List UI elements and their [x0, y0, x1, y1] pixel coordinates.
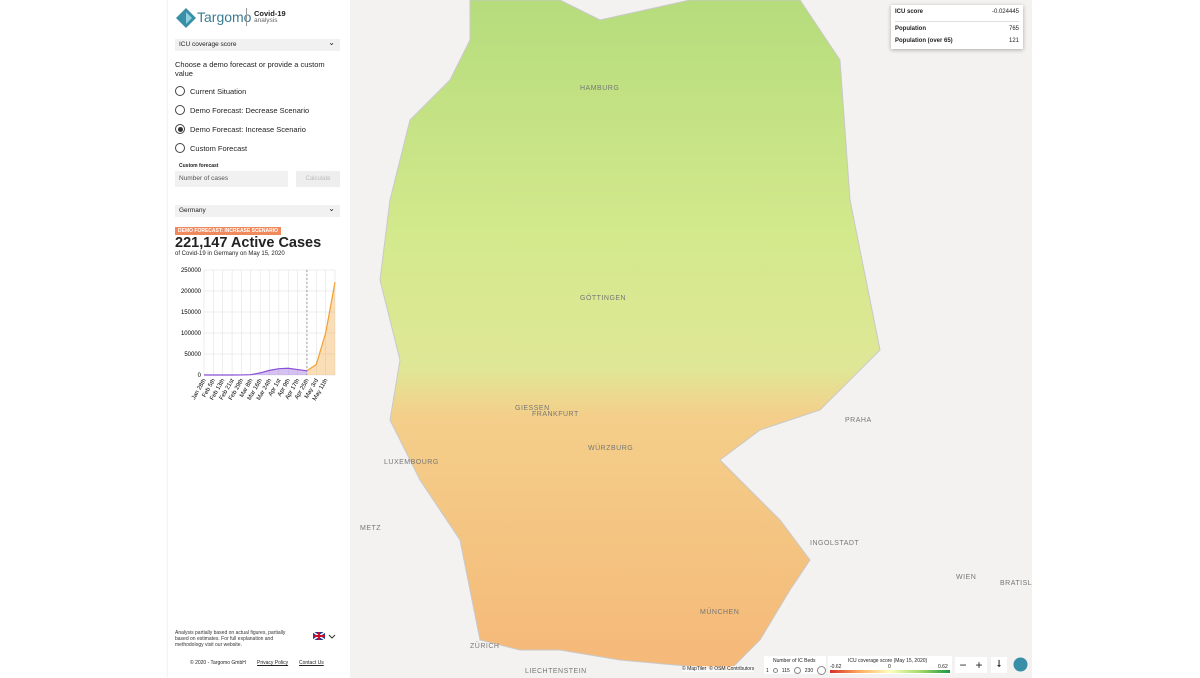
option-label: Demo Forecast: Increase Scenario: [190, 124, 306, 134]
logo-icon: [176, 8, 196, 28]
series-line: [306, 282, 336, 372]
radio-option[interactable]: Demo Forecast: Increase Scenario: [175, 124, 306, 134]
y-tick-label: 150000: [181, 310, 202, 316]
y-tick-label: 50000: [184, 352, 201, 358]
product-sub: analysis: [254, 17, 278, 24]
tooltip-value: 121: [1008, 38, 1019, 44]
badge: DEMO FORECAST: INCREASE SCENARIO: [175, 227, 282, 235]
radio-option[interactable]: Demo Forecast: Decrease Scenario: [175, 105, 309, 115]
series-line: [204, 367, 308, 376]
radio: [175, 86, 185, 96]
city-label: FRANKFURT: [532, 411, 579, 418]
tooltip-value: 765: [1008, 26, 1019, 32]
input[interactable]: Number of cases: [175, 171, 288, 187]
legend-tick: -0.62: [830, 664, 842, 670]
city-label: HAMBURG: [580, 85, 619, 92]
locate-button[interactable]: ⭣: [991, 657, 1007, 673]
city-label: MÜNCHEN: [700, 608, 739, 616]
neighbors: [350, 0, 1032, 678]
footer-note: Analysis partially based on actual figur…: [175, 630, 286, 648]
attribution-item: © OSM Contributors: [709, 666, 755, 672]
legend-title: ICU coverage score (May 15, 2020): [848, 658, 928, 664]
tooltip-label: Population (over 65): [895, 38, 953, 44]
divider: [246, 8, 247, 26]
sidebar: Targomo Covid-19 analysis ICU coverage s…: [168, 0, 350, 678]
radio-option[interactable]: Current Situation: [175, 86, 246, 96]
city-label: WÜRZBURG: [588, 444, 633, 452]
tooltip-title: ICU score: [895, 9, 924, 15]
zoom-controls[interactable]: − +: [955, 657, 987, 673]
city-label: WIEN: [956, 574, 976, 581]
legend-tick: 0: [888, 664, 891, 670]
radio-dot: [177, 126, 183, 132]
language-flag[interactable]: [313, 632, 339, 641]
y-tick-label: 250000: [181, 268, 202, 274]
legend-title: Number of IC Beds: [773, 658, 816, 664]
tooltip: ICU score -0.024445 Population 765 Populat…: [891, 5, 1023, 49]
legend-tick: 0.62: [938, 664, 948, 670]
score-select[interactable]: ICU coverage score: [175, 37, 340, 51]
logo-text: Targomo: [197, 9, 252, 25]
city-label: BRATISLA: [1000, 580, 1032, 587]
city-label: LUXEMBOURG: [384, 459, 439, 466]
tooltip-score: -0.024445: [991, 9, 1019, 15]
y-tick-label: 100000: [181, 331, 202, 337]
headline: 221,147 Active Cases: [175, 235, 322, 251]
region-select[interactable]: Germany: [175, 203, 340, 217]
legend-tick: 115: [781, 667, 790, 674]
custom-label: Custom forecast: [179, 163, 219, 169]
beds-legend: Number of IC Beds 1 115 230: [764, 656, 827, 675]
tooltip-label: Population: [895, 26, 926, 32]
legend-tick: 1: [766, 667, 769, 674]
contact-link[interactable]: Contact Us: [299, 660, 324, 666]
attribution-item: © MapTiler: [682, 666, 707, 672]
subline: of Covid-19 in Germany on May 15, 2020: [175, 251, 285, 257]
copyright: © 2020 - Targomo GmbH: [190, 660, 246, 666]
city-label: GÖTTINGEN: [580, 294, 626, 302]
radio: [175, 124, 185, 134]
city-label: METZ: [360, 525, 381, 532]
city-label: ZÜRICH: [470, 642, 499, 650]
city-label: GIESSEN: [515, 405, 550, 412]
brand-button[interactable]: [1013, 657, 1028, 672]
privacy-link[interactable]: Privacy Policy: [257, 660, 289, 666]
score-legend: ICU coverage score (May 15, 2020) -0.62 …: [828, 656, 952, 674]
color-ramp: [830, 670, 950, 673]
series-area: [306, 282, 335, 375]
series-area: [204, 368, 307, 375]
option-label: Current Situation: [190, 86, 247, 96]
calculate-button[interactable]: Calculate: [296, 171, 340, 187]
prompt: Choose a demo forecast or provide a cust…: [175, 60, 325, 78]
legend-tick: 230: [804, 667, 814, 674]
radio: [175, 105, 185, 115]
option-label: Custom Forecast: [190, 143, 248, 153]
radio-option[interactable]: Custom Forecast: [175, 143, 247, 153]
y-tick-label: 200000: [181, 289, 202, 295]
y-tick-label: 0: [198, 373, 202, 379]
germany[interactable]: [379, 0, 881, 671]
city-label: PRAHA: [845, 417, 872, 424]
option-label: Demo Forecast: Decrease Scenario: [190, 105, 310, 115]
radio: [175, 143, 185, 153]
attribution: © MapTiler © OSM Contributors: [682, 666, 755, 672]
city-label: INGOLSTADT: [810, 540, 859, 547]
city-label: LIECHTENSTEIN: [525, 668, 587, 675]
product: Covid-19: [254, 9, 286, 18]
